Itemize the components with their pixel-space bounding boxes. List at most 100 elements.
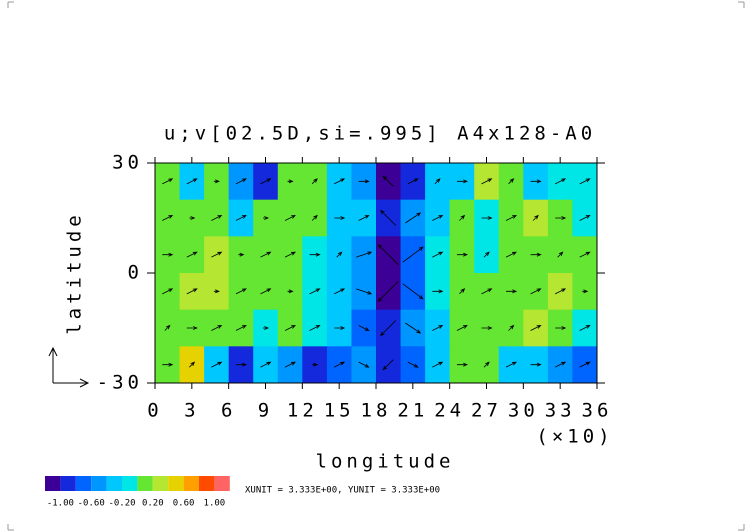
- wind-vector: [380, 209, 397, 226]
- colorbar-label: 1.00: [204, 499, 226, 509]
- wind-vector: [530, 288, 542, 295]
- wind-vector: [358, 215, 370, 221]
- wind-vector: [456, 362, 468, 367]
- wind-vector: [189, 216, 196, 220]
- wind-vector: [333, 288, 346, 295]
- colorbar-swatch: [122, 476, 138, 491]
- y-tick-label: 0: [128, 262, 143, 284]
- colorbar-swatch: [183, 476, 199, 491]
- wind-vector: [211, 361, 223, 368]
- wind-vector: [309, 325, 321, 331]
- wind-vector: [554, 178, 567, 185]
- wind-vector: [358, 361, 370, 368]
- wind-vector: [238, 252, 245, 257]
- y-tick-label: -30: [97, 372, 143, 394]
- colorbar-label: 0.60: [173, 499, 195, 509]
- x-tick-label: 30: [508, 400, 539, 422]
- wind-vector: [356, 288, 373, 295]
- wind-vector: [235, 178, 247, 185]
- x-tick-label: 24: [434, 400, 465, 422]
- wind-vector: [263, 216, 270, 220]
- x-tick-label: 15: [324, 400, 355, 422]
- wind-vector: [456, 179, 468, 184]
- wind-vector: [481, 326, 493, 330]
- wind-vector: [459, 288, 466, 295]
- wind-vector: [506, 289, 518, 294]
- colorbar-label: -0.20: [108, 499, 135, 509]
- wind-vector: [530, 179, 542, 184]
- wind-vector: [483, 361, 490, 368]
- wind-vector: [189, 361, 196, 368]
- wind-vector: [235, 362, 247, 367]
- wind-vector: [555, 326, 567, 330]
- wind-vector: [505, 251, 517, 258]
- wind-vector: [579, 215, 591, 221]
- vectors: [162, 175, 591, 371]
- colorbar-swatch: [91, 476, 107, 491]
- wind-vector: [405, 212, 422, 224]
- x-tick-label: 33: [545, 400, 576, 422]
- wind-vector: [554, 361, 567, 368]
- x-tick-label: 36: [582, 400, 613, 422]
- wind-vector: [407, 178, 419, 185]
- wind-vector: [260, 361, 272, 368]
- wind-vector: [358, 325, 370, 331]
- wind-vector: [407, 361, 419, 368]
- wind-vector: [505, 361, 517, 368]
- wind-vector: [432, 215, 444, 221]
- wind-vector: [380, 320, 397, 337]
- colorbar-swatch: [75, 476, 92, 491]
- wind-vector: [579, 178, 591, 185]
- wind-vector: [287, 289, 294, 294]
- wind-vector: [508, 324, 515, 331]
- unit-note: XUNIT = 3.333E+00, YUNIT = 3.333E+00: [245, 486, 440, 496]
- wind-vector: [311, 214, 318, 221]
- wind-vector: [336, 251, 343, 258]
- wind-vector: [287, 179, 294, 184]
- wind-vector: [186, 178, 198, 185]
- colorbar-swatch: [137, 476, 153, 491]
- wind-vector: [309, 252, 321, 257]
- wind-vector: [481, 216, 493, 220]
- colorbar-label: -1.00: [47, 499, 74, 509]
- wind-vector: [382, 359, 394, 371]
- wind-vector: [333, 361, 346, 368]
- colorbar-label: -0.60: [78, 499, 105, 509]
- wind-vector: [432, 289, 444, 294]
- wind-vector: [402, 246, 424, 263]
- wind-vector: [432, 361, 444, 368]
- wind-vector: [213, 179, 220, 184]
- wind-vector: [162, 362, 174, 367]
- wind-vector: [382, 175, 394, 187]
- colorbar-swatch: [60, 476, 76, 491]
- colorbar-swatch: [168, 476, 184, 491]
- x-tick-label: 18: [361, 400, 392, 422]
- wind-vector: [260, 178, 272, 185]
- wind-vector: [483, 251, 490, 258]
- colorbar-swatch: [45, 476, 61, 491]
- x-tick-label: 12: [287, 400, 318, 422]
- wind-vector: [579, 361, 591, 368]
- wind-vector: [334, 216, 346, 220]
- wind-vector: [162, 215, 174, 221]
- wind-vector: [505, 215, 517, 221]
- wind-vector: [557, 251, 564, 258]
- wind-vector: [579, 251, 591, 258]
- wind-vector: [311, 178, 318, 185]
- colorbar-label: 0.20: [142, 499, 164, 509]
- x-tick-label: 0: [147, 400, 162, 422]
- wind-vector: [260, 251, 272, 258]
- x-tick-label: 27: [471, 400, 502, 422]
- wind-vector: [260, 288, 272, 295]
- wind-vector: [164, 324, 171, 331]
- wind-vector: [554, 288, 567, 295]
- y-tick-label: 30: [112, 152, 143, 174]
- x-tick-label: 21: [397, 400, 428, 422]
- y-axis-label: latitude: [64, 211, 86, 335]
- colorbar-swatch: [199, 476, 215, 491]
- wind-vector: [530, 325, 542, 331]
- wind-vector: [530, 362, 542, 367]
- wind-vector: [312, 362, 319, 367]
